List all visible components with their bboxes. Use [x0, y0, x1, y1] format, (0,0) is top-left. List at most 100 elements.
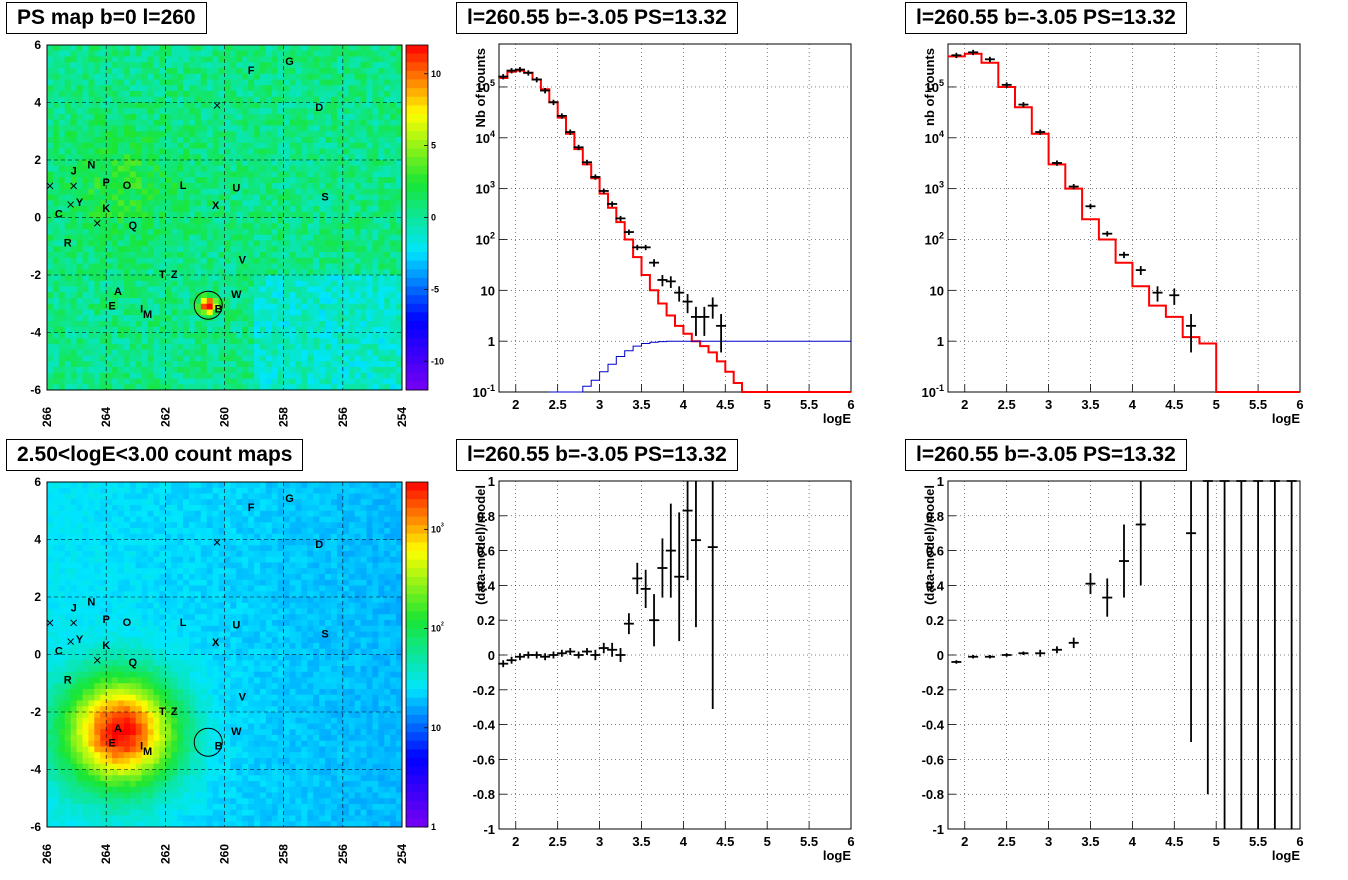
heatmap-cell	[266, 304, 272, 310]
heatmap-cell	[313, 229, 319, 235]
heatmap-cell	[154, 68, 160, 74]
heatmap-cell	[372, 367, 378, 373]
heatmap-cell	[248, 91, 254, 97]
heatmap-cell	[124, 143, 130, 149]
heatmap-cell	[177, 298, 183, 304]
heatmap-cell	[100, 350, 106, 356]
heatmap-cell	[118, 143, 124, 149]
heatmap-cell	[177, 126, 183, 132]
heatmap-cell	[118, 275, 124, 281]
heatmap-cell	[266, 327, 272, 333]
heatmap-cell	[307, 361, 313, 367]
x-tick-label: 4.5	[1165, 397, 1183, 412]
heatmap-cell	[301, 160, 307, 166]
heatmap-cell	[266, 120, 272, 126]
heatmap-cell	[278, 149, 284, 155]
heatmap-cell	[83, 172, 89, 178]
heatmap-cell	[355, 275, 361, 281]
heatmap-cell	[236, 91, 242, 97]
heatmap-cell	[112, 701, 118, 707]
heatmap-cell	[88, 206, 94, 212]
heatmap-cell	[225, 57, 231, 63]
heatmap-cell	[130, 528, 136, 534]
heatmap-cell	[142, 655, 148, 661]
heatmap-cell	[278, 91, 284, 97]
heatmap-cell	[88, 724, 94, 730]
heatmap-cell	[136, 166, 142, 172]
heatmap-cell	[100, 563, 106, 569]
heatmap-cell	[361, 172, 367, 178]
heatmap-cell	[384, 103, 390, 109]
heatmap-cell	[118, 338, 124, 344]
heatmap-cell	[112, 177, 118, 183]
heatmap-cell	[301, 183, 307, 189]
heatmap-cell	[177, 206, 183, 212]
heatmap-cell	[242, 338, 248, 344]
heatmap-cell	[236, 384, 242, 390]
heatmap-cell	[112, 787, 118, 793]
heatmap-cell	[201, 80, 207, 86]
heatmap-cell	[136, 816, 142, 822]
heatmap-cell	[83, 787, 89, 793]
heatmap-cell	[47, 752, 53, 758]
heatmap-cell	[378, 45, 384, 51]
heatmap-cell	[47, 517, 53, 523]
heatmap-cell	[159, 350, 165, 356]
heatmap-cell	[189, 195, 195, 201]
heatmap-cell	[47, 275, 53, 281]
heatmap-cell	[154, 344, 160, 350]
heatmap-cell	[47, 292, 53, 298]
heatmap-cell	[177, 269, 183, 275]
heatmap-cell	[112, 85, 118, 91]
heatmap-cell	[319, 160, 325, 166]
heatmap-cell	[53, 235, 59, 241]
heatmap-cell	[106, 333, 112, 339]
heatmap-cell	[284, 373, 290, 379]
heatmap-cell	[165, 68, 171, 74]
heatmap-cell	[325, 223, 331, 229]
heatmap-cell	[355, 212, 361, 218]
heatmap-cell	[88, 758, 94, 764]
heatmap-cell	[94, 241, 100, 247]
heatmap-cell	[94, 517, 100, 523]
heatmap-cell	[106, 154, 112, 160]
heatmap-cell	[112, 373, 118, 379]
heatmap-cell	[325, 91, 331, 97]
heatmap-cell	[325, 120, 331, 126]
heatmap-cell	[372, 51, 378, 57]
heatmap-cell	[331, 367, 337, 373]
heatmap-cell	[59, 775, 65, 781]
heatmap-cell	[248, 304, 254, 310]
heatmap-cell	[59, 522, 65, 528]
heatmap-cell	[343, 183, 349, 189]
heatmap-cell	[331, 206, 337, 212]
heatmap-cell	[236, 108, 242, 114]
heatmap-cell	[183, 281, 189, 287]
heatmap-cell	[230, 200, 236, 206]
heatmap-cell	[136, 51, 142, 57]
heatmap-cell	[124, 350, 130, 356]
heatmap-cell	[343, 200, 349, 206]
heatmap-cell	[65, 591, 71, 597]
heatmap-cell	[100, 758, 106, 764]
heatmap-cell	[77, 45, 83, 51]
heatmap-cell	[207, 258, 213, 264]
heatmap-cell	[361, 379, 367, 385]
heatmap-cell	[59, 798, 65, 804]
heatmap-cell	[367, 160, 373, 166]
heatmap-cell	[53, 149, 59, 155]
heatmap-cell	[343, 189, 349, 195]
heatmap-cell	[124, 540, 130, 546]
heatmap-cell	[378, 269, 384, 275]
heatmap-cell	[88, 678, 94, 684]
heatmap-cell	[136, 557, 142, 563]
heatmap-cell	[142, 626, 148, 632]
heatmap-cell	[219, 183, 225, 189]
heatmap-cell	[313, 212, 319, 218]
source-label: B	[215, 303, 223, 315]
heatmap-cell	[225, 379, 231, 385]
heatmap-cell	[53, 177, 59, 183]
heatmap-cell	[77, 563, 83, 569]
heatmap-cell	[65, 114, 71, 120]
heatmap-cell	[396, 304, 402, 310]
